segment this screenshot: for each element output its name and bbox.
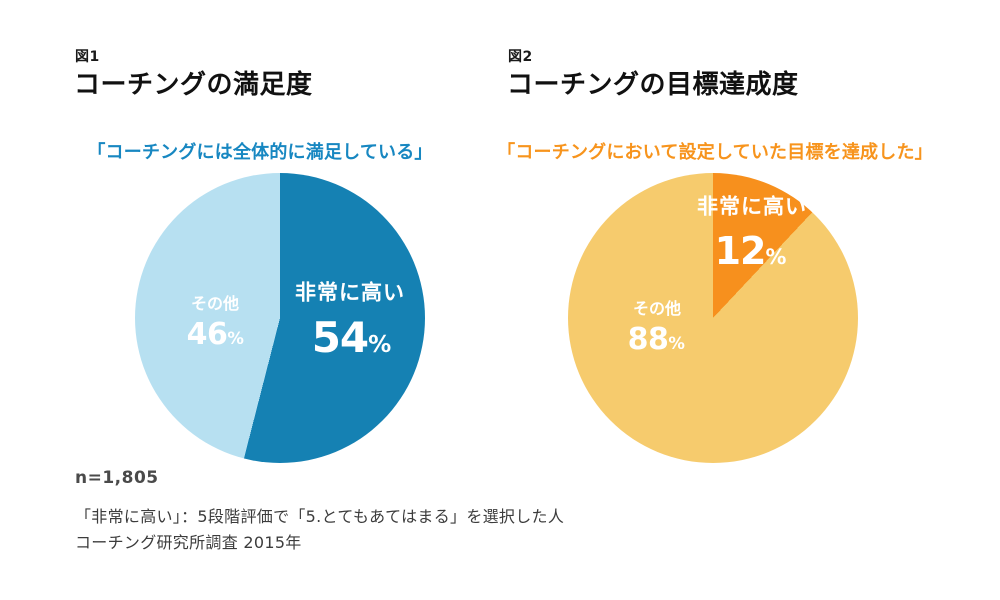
percent-sign: % <box>668 334 685 353</box>
slice-value-other: 88% <box>628 325 685 355</box>
percent-sign: % <box>368 332 391 358</box>
pie-chart-satisfaction: その他 46% 非常に高い 54% <box>135 173 425 463</box>
figure1-number: 図1 <box>75 49 100 65</box>
slice-label-high: 非常に高い <box>295 280 405 305</box>
slice-value-high-number: 54 <box>311 313 369 362</box>
figure1-title: コーチングの満足度 <box>74 70 313 100</box>
pie-chart-goal-achievement: 非常に高い 12% その他 88% <box>568 173 858 463</box>
sample-size-label: n=1,805 <box>75 468 159 488</box>
slice-value-high: 12% <box>714 229 787 273</box>
figure2-subtitle: 「コーチングにおいて設定していた目標を達成した」 <box>497 142 933 163</box>
slice-label-other: その他 <box>190 294 240 313</box>
percent-sign: % <box>765 245 786 269</box>
figure2-number: 図2 <box>508 49 533 65</box>
slice-label-other: その他 <box>632 299 682 318</box>
footnote-source: コーチング研究所調査 2015年 <box>75 533 302 552</box>
percent-sign: % <box>227 329 244 348</box>
slice-value-high: 54% <box>312 317 392 359</box>
footnote-definition: 「非常に高い」：5段階評価で「5.とてもあてはまる」を選択した人 <box>75 507 565 526</box>
slice-value-high-number: 12 <box>714 229 767 273</box>
figure1-subtitle: 「コーチングには全体的に満足している」 <box>87 142 433 163</box>
slice-label-high: 非常に高い <box>697 194 807 219</box>
slice-value-other: 46% <box>187 320 244 350</box>
figure2-title: コーチングの目標達成度 <box>507 70 799 100</box>
slice-value-other-number: 46 <box>186 317 228 352</box>
slice-value-other-number: 88 <box>627 322 669 357</box>
